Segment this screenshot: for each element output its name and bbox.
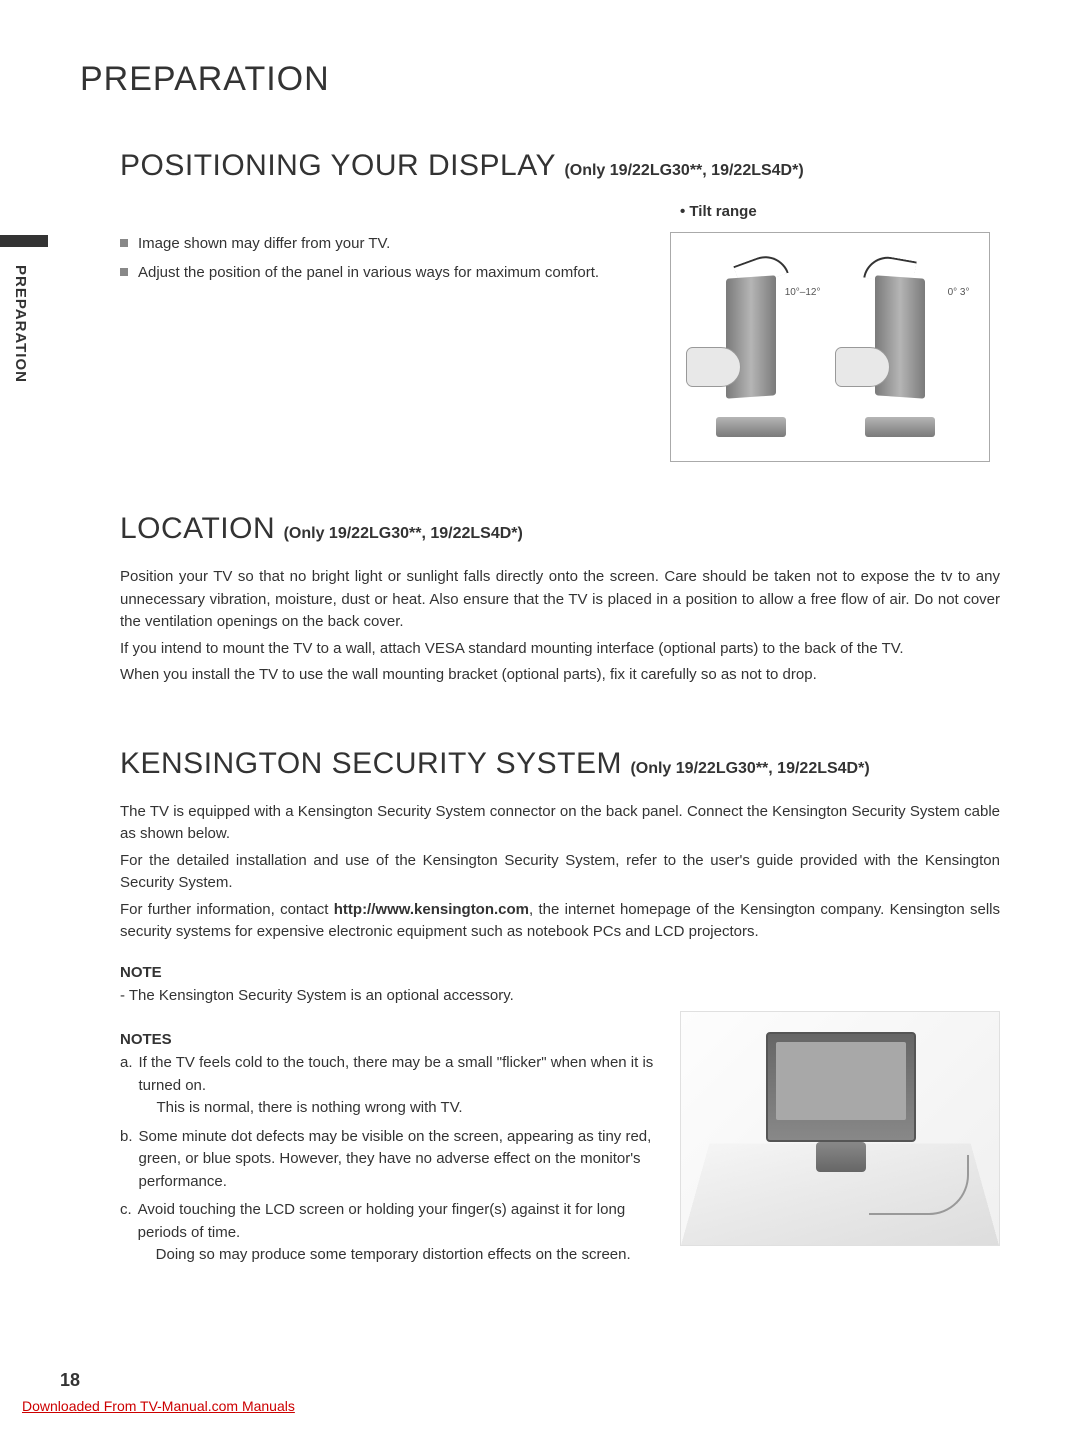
- notes-subtext-c: Doing so may produce some temporary dist…: [156, 1244, 660, 1267]
- tilt-range-figure: • Tilt range 10°–12° 0° 3°: [670, 203, 1000, 462]
- bullet-icon: [120, 239, 128, 247]
- tilt-label: • Tilt range: [680, 203, 1000, 220]
- location-para-3: When you install the TV to use the wall …: [120, 664, 1000, 687]
- hand-icon: [686, 347, 741, 387]
- kensington-para-3: For further information, contact http://…: [120, 899, 1000, 944]
- tilt-angle-1: 10°–12°: [785, 287, 821, 298]
- notes-subtext-a: This is normal, there is nothing wrong w…: [157, 1097, 660, 1120]
- note-text: - The Kensington Security System is an o…: [120, 985, 1000, 1008]
- kensington-illustration: [680, 1011, 1000, 1246]
- tilt-angle-2: 0° 3°: [948, 287, 970, 298]
- kensington-url: http://www.kensington.com: [334, 901, 529, 918]
- bullet-icon: [120, 268, 128, 276]
- notes-text-b: Some minute dot defects may be visible o…: [139, 1126, 660, 1194]
- location-para-1: Position your TV so that no bright light…: [120, 566, 1000, 634]
- note-heading: NOTE: [120, 964, 1000, 981]
- notes-item-a: a. If the TV feels cold to the touch, th…: [120, 1052, 660, 1120]
- notes-letter: b.: [120, 1126, 133, 1194]
- positioning-heading: POSITIONING YOUR DISPLAY (Only 19/22LG30…: [120, 149, 1000, 183]
- security-cable-icon: [869, 1155, 969, 1215]
- location-subtitle: (Only 19/22LG30**, 19/22LS4D*): [284, 525, 523, 542]
- page-number: 18: [60, 1370, 80, 1391]
- notes-text-c: Avoid touching the LCD screen or holding…: [138, 1201, 626, 1241]
- main-title: PREPARATION: [80, 60, 1000, 99]
- kensington-title: KENSINGTON SECURITY SYSTEM: [120, 747, 622, 780]
- page-content: PREPARATION POSITIONING YOUR DISPLAY (On…: [0, 0, 1080, 1373]
- hand-icon: [835, 347, 890, 387]
- notes-item-c: c. Avoid touching the LCD screen or hold…: [120, 1199, 660, 1267]
- notes-text-a: If the TV feels cold to the touch, there…: [139, 1054, 654, 1094]
- positioning-subtitle: (Only 19/22LG30**, 19/22LS4D*): [564, 162, 803, 179]
- kensington-para-3-prefix: For further information, contact: [120, 901, 334, 918]
- monitor-base-icon: [716, 417, 786, 437]
- monitor-base-icon: [865, 417, 935, 437]
- tilt-figure-back: 10°–12°: [686, 247, 826, 447]
- location-title: LOCATION: [120, 512, 275, 545]
- location-para-2: If you intend to mount the TV to a wall,…: [120, 638, 1000, 661]
- kensington-para-2: For the detailed installation and use of…: [120, 850, 1000, 895]
- kensington-para-1: The TV is equipped with a Kensington Sec…: [120, 801, 1000, 846]
- notes-heading: NOTES: [120, 1031, 660, 1048]
- tilt-figure-forward: 0° 3°: [835, 247, 975, 447]
- location-section: LOCATION (Only 19/22LG30**, 19/22LS4D*) …: [120, 512, 1000, 687]
- positioning-bullets: Image shown may differ from your TV. Adj…: [120, 203, 650, 462]
- positioning-bullet-1: Image shown may differ from your TV.: [138, 233, 390, 256]
- kensington-section: KENSINGTON SECURITY SYSTEM (Only 19/22LG…: [120, 747, 1000, 1273]
- tilt-illustration-box: 10°–12° 0° 3°: [670, 232, 990, 462]
- notes-letter: a.: [120, 1052, 133, 1120]
- notes-letter: c.: [120, 1199, 132, 1267]
- monitor-stand-icon: [816, 1142, 866, 1172]
- monitor-icon: [766, 1032, 916, 1142]
- positioning-bullet-2: Adjust the position of the panel in vari…: [138, 262, 599, 285]
- notes-item-b: b. Some minute dot defects may be visibl…: [120, 1126, 660, 1194]
- kensington-subtitle: (Only 19/22LG30**, 19/22LS4D*): [630, 760, 869, 777]
- positioning-title: POSITIONING YOUR DISPLAY: [120, 149, 556, 182]
- footer-source-link[interactable]: Downloaded From TV-Manual.com Manuals: [22, 1398, 295, 1414]
